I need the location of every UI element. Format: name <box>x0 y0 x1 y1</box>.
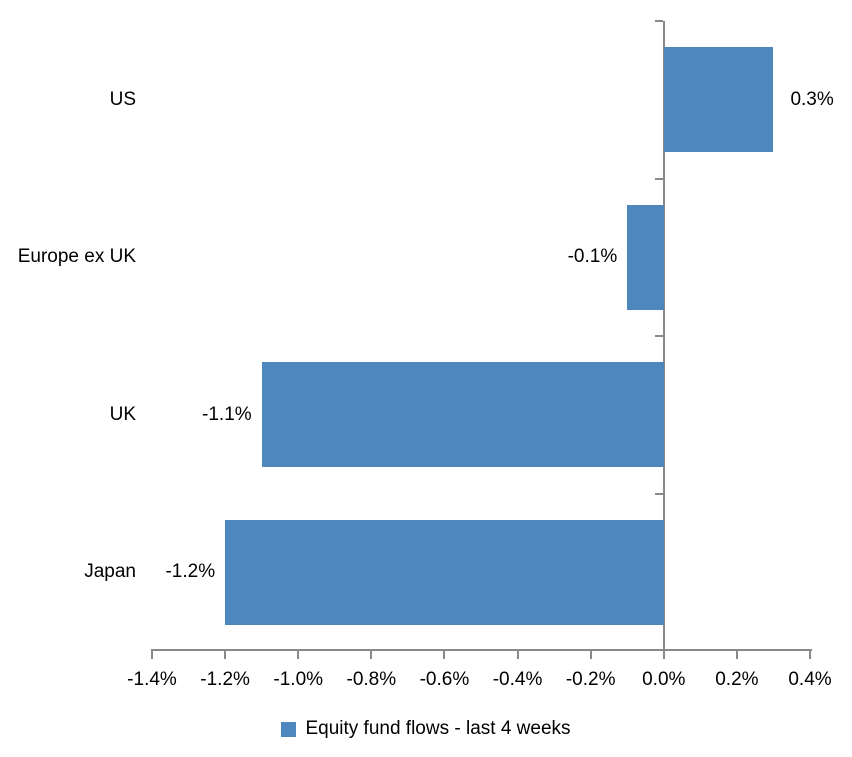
bar-europe-ex-uk <box>627 204 664 310</box>
x-axis-tick <box>809 649 811 659</box>
legend-label: Equity fund flows - last 4 weeks <box>305 718 571 739</box>
legend-marker-icon <box>281 721 297 737</box>
y-axis-tick <box>654 493 663 495</box>
bar-uk <box>261 362 664 468</box>
category-label: Europe ex UK <box>17 246 136 268</box>
x-axis-tick-label: 0.2% <box>715 669 759 690</box>
x-axis-tick-label: 0.0% <box>642 669 686 690</box>
value-axis-line <box>662 21 665 651</box>
category-label: Japan <box>84 561 136 583</box>
x-axis-tick <box>589 649 592 659</box>
x-axis-tick <box>151 649 153 659</box>
category-axis-line <box>152 649 812 651</box>
x-axis-tick <box>516 649 519 659</box>
x-axis-tick-label: -0.4% <box>492 669 543 690</box>
x-axis-tick <box>443 649 446 659</box>
value-label: -0.1% <box>567 246 618 268</box>
x-axis-tick-label: -1.0% <box>273 669 324 690</box>
value-label: -1.1% <box>202 403 252 425</box>
legend: Equity fund flows - last 4 weeks <box>0 714 852 744</box>
x-axis-tick <box>297 649 300 659</box>
x-axis-tick <box>662 649 665 659</box>
x-axis-tick-label: -0.6% <box>419 669 470 690</box>
x-axis-tick <box>735 649 738 659</box>
value-label: -1.2% <box>165 561 216 583</box>
category-label: US <box>109 88 136 110</box>
bar-japan <box>225 519 664 625</box>
x-axis-tick <box>224 649 227 659</box>
value-label: 0.3% <box>790 88 834 110</box>
y-axis-tick <box>654 178 663 180</box>
x-axis-tick-label: -1.2% <box>200 669 250 690</box>
y-axis-tick <box>654 335 663 337</box>
x-axis-tick <box>370 649 373 659</box>
bar-us <box>663 47 774 153</box>
x-axis-tick-label: 0.4% <box>788 669 832 690</box>
x-axis-tick-label: -0.8% <box>346 669 397 690</box>
x-axis-tick-label: -1.4% <box>127 669 177 690</box>
x-axis-tick-label: -0.2% <box>565 669 616 690</box>
y-axis-tick <box>654 20 663 22</box>
category-label: UK <box>109 403 136 425</box>
